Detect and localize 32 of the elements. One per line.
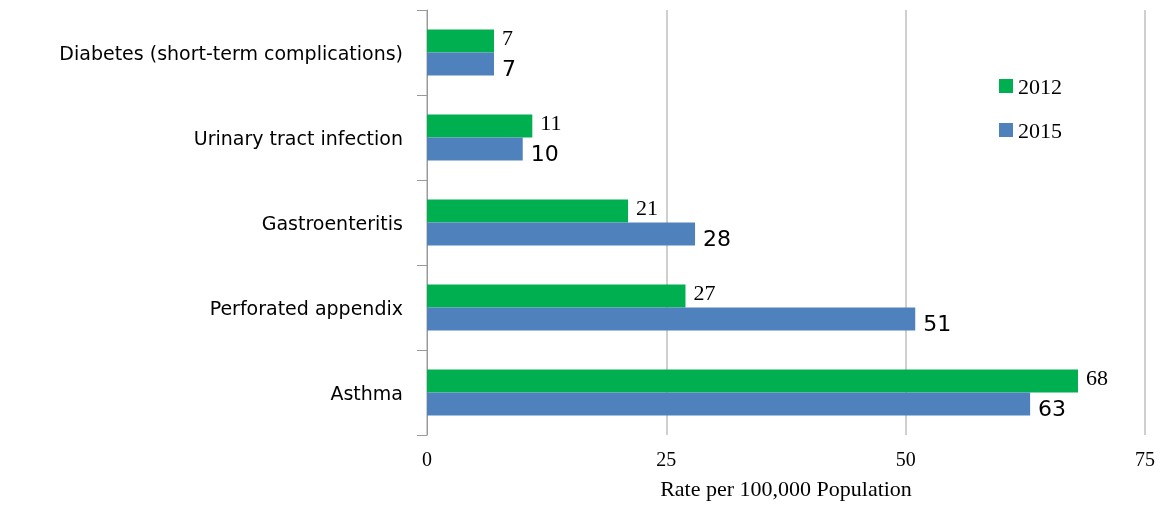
bar bbox=[427, 137, 523, 161]
x-tick-label: 25 bbox=[656, 448, 677, 470]
bar bbox=[427, 222, 696, 246]
y-tick-label: Diabetes (short-term complications) bbox=[59, 41, 403, 64]
data-label: 51 bbox=[923, 310, 952, 336]
legend-label: 2012 bbox=[1018, 73, 1062, 99]
data-label: 11 bbox=[540, 109, 562, 135]
data-label: 63 bbox=[1038, 395, 1067, 421]
bar bbox=[427, 392, 1031, 416]
y-tick-label: Urinary tract infection bbox=[193, 126, 403, 149]
data-label: 7 bbox=[502, 55, 517, 81]
bar bbox=[427, 307, 916, 331]
y-tick-label: Asthma bbox=[330, 381, 403, 404]
data-label: 27 bbox=[693, 279, 716, 305]
x-tick-label: 75 bbox=[1135, 448, 1155, 470]
bar bbox=[427, 369, 1078, 393]
bar bbox=[427, 29, 495, 53]
data-label: 10 bbox=[530, 140, 559, 166]
bar bbox=[427, 199, 629, 223]
x-axis-title: Rate per 100,000 Population bbox=[660, 475, 912, 501]
y-tick-label: Perforated appendix bbox=[209, 296, 403, 319]
bar bbox=[427, 114, 533, 138]
data-label: 68 bbox=[1085, 364, 1108, 390]
y-tick-label: Gastroenteritis bbox=[261, 211, 403, 234]
data-label: 21 bbox=[636, 194, 659, 220]
x-tick-label: 0 bbox=[422, 448, 432, 470]
x-tick-label: 50 bbox=[895, 448, 916, 470]
bar bbox=[427, 52, 495, 76]
bar bbox=[427, 284, 686, 308]
data-label: 28 bbox=[703, 225, 732, 251]
legend-label: 2015 bbox=[1018, 117, 1062, 143]
data-label: 7 bbox=[502, 24, 514, 50]
